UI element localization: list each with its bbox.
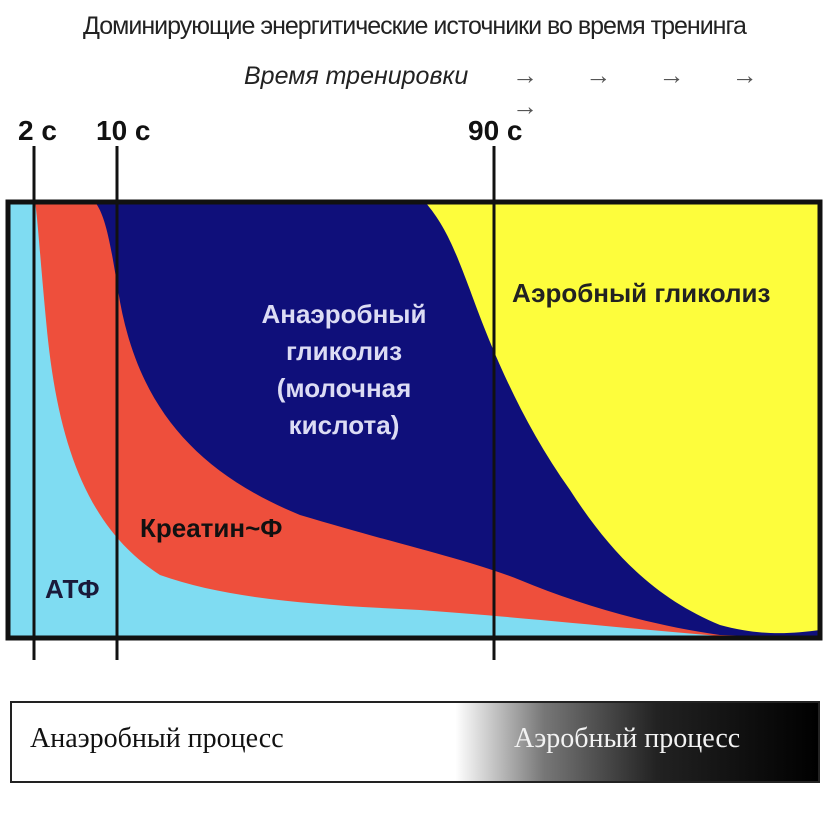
tick-label-90s: 90 c — [468, 115, 523, 146]
tick-label-2s: 2 c — [18, 115, 57, 146]
label-atp: АТФ — [45, 574, 100, 604]
creatine-region — [8, 202, 820, 638]
atp-region — [8, 202, 820, 638]
energy-chart: 2 c 10 c 90 c Аэробный гликолиз Анаэробн… — [5, 115, 823, 660]
process-anaerobic-label: Анаэробный процесс — [30, 723, 284, 754]
label-anaerobic-1: Анаэробный — [261, 299, 426, 329]
chart-frame — [5, 199, 823, 641]
process-aerobic-label: Аэробный процесс — [514, 723, 741, 754]
label-anaerobic-3: (молочная — [277, 373, 412, 403]
label-creatine: Креатин~Ф — [140, 513, 282, 543]
tick-label-10s: 10 c — [96, 115, 151, 146]
label-anaerobic-4: кислота) — [289, 410, 400, 440]
chart-title: Доминирующие энергитические источники во… — [83, 12, 747, 40]
label-aerobic: Аэробный гликолиз — [512, 278, 770, 308]
time-axis-label: Время тренировки — [244, 62, 469, 90]
time-arrows-icon: → → → → → — [512, 60, 778, 121]
process-bar: Анаэробный процесс Аэробный процесс — [10, 701, 820, 783]
label-anaerobic-2: гликолиз — [286, 336, 402, 366]
